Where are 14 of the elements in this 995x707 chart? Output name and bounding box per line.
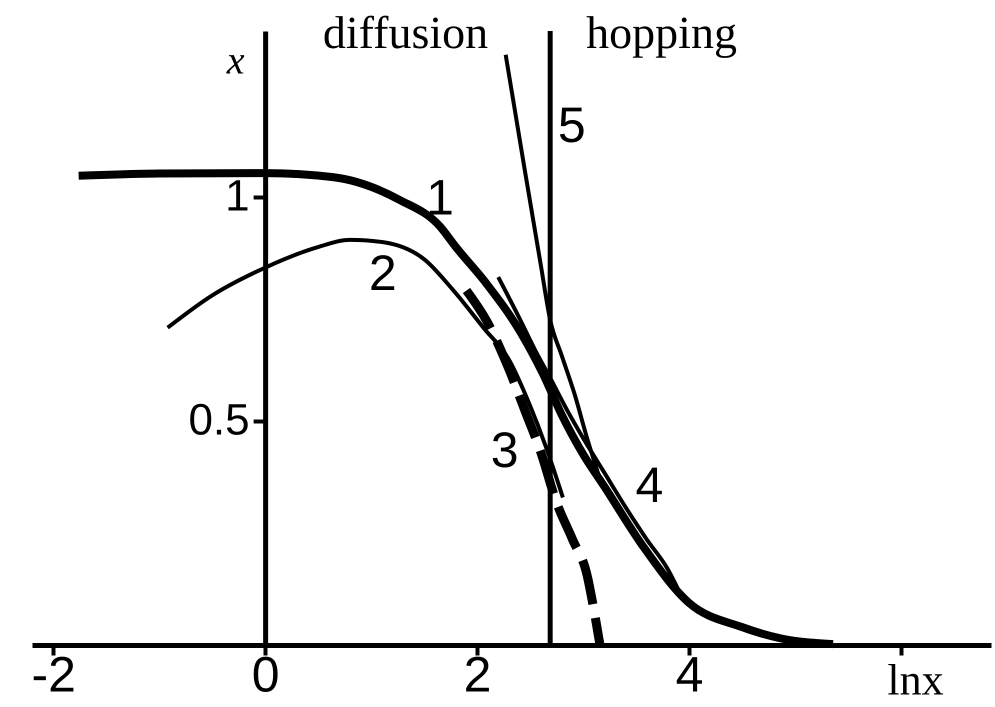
annotation: diffusion bbox=[322, 7, 488, 58]
series-label: 2 bbox=[368, 245, 397, 302]
x-axis-title: lnx bbox=[887, 656, 944, 704]
series-label: 5 bbox=[558, 96, 586, 153]
x-tick-label: 2 bbox=[464, 646, 492, 702]
annotation: hopping bbox=[586, 7, 737, 58]
series-label: 1 bbox=[426, 169, 454, 226]
x-tick-label: 0 bbox=[252, 646, 280, 702]
x-tick-label: -2 bbox=[31, 646, 76, 702]
x-tick-label: 4 bbox=[676, 646, 704, 702]
series-label: 3 bbox=[490, 422, 519, 478]
y-axis-title: x bbox=[226, 38, 245, 82]
series-label: 4 bbox=[636, 456, 664, 513]
y-tick-label: 0.5 bbox=[188, 395, 250, 444]
